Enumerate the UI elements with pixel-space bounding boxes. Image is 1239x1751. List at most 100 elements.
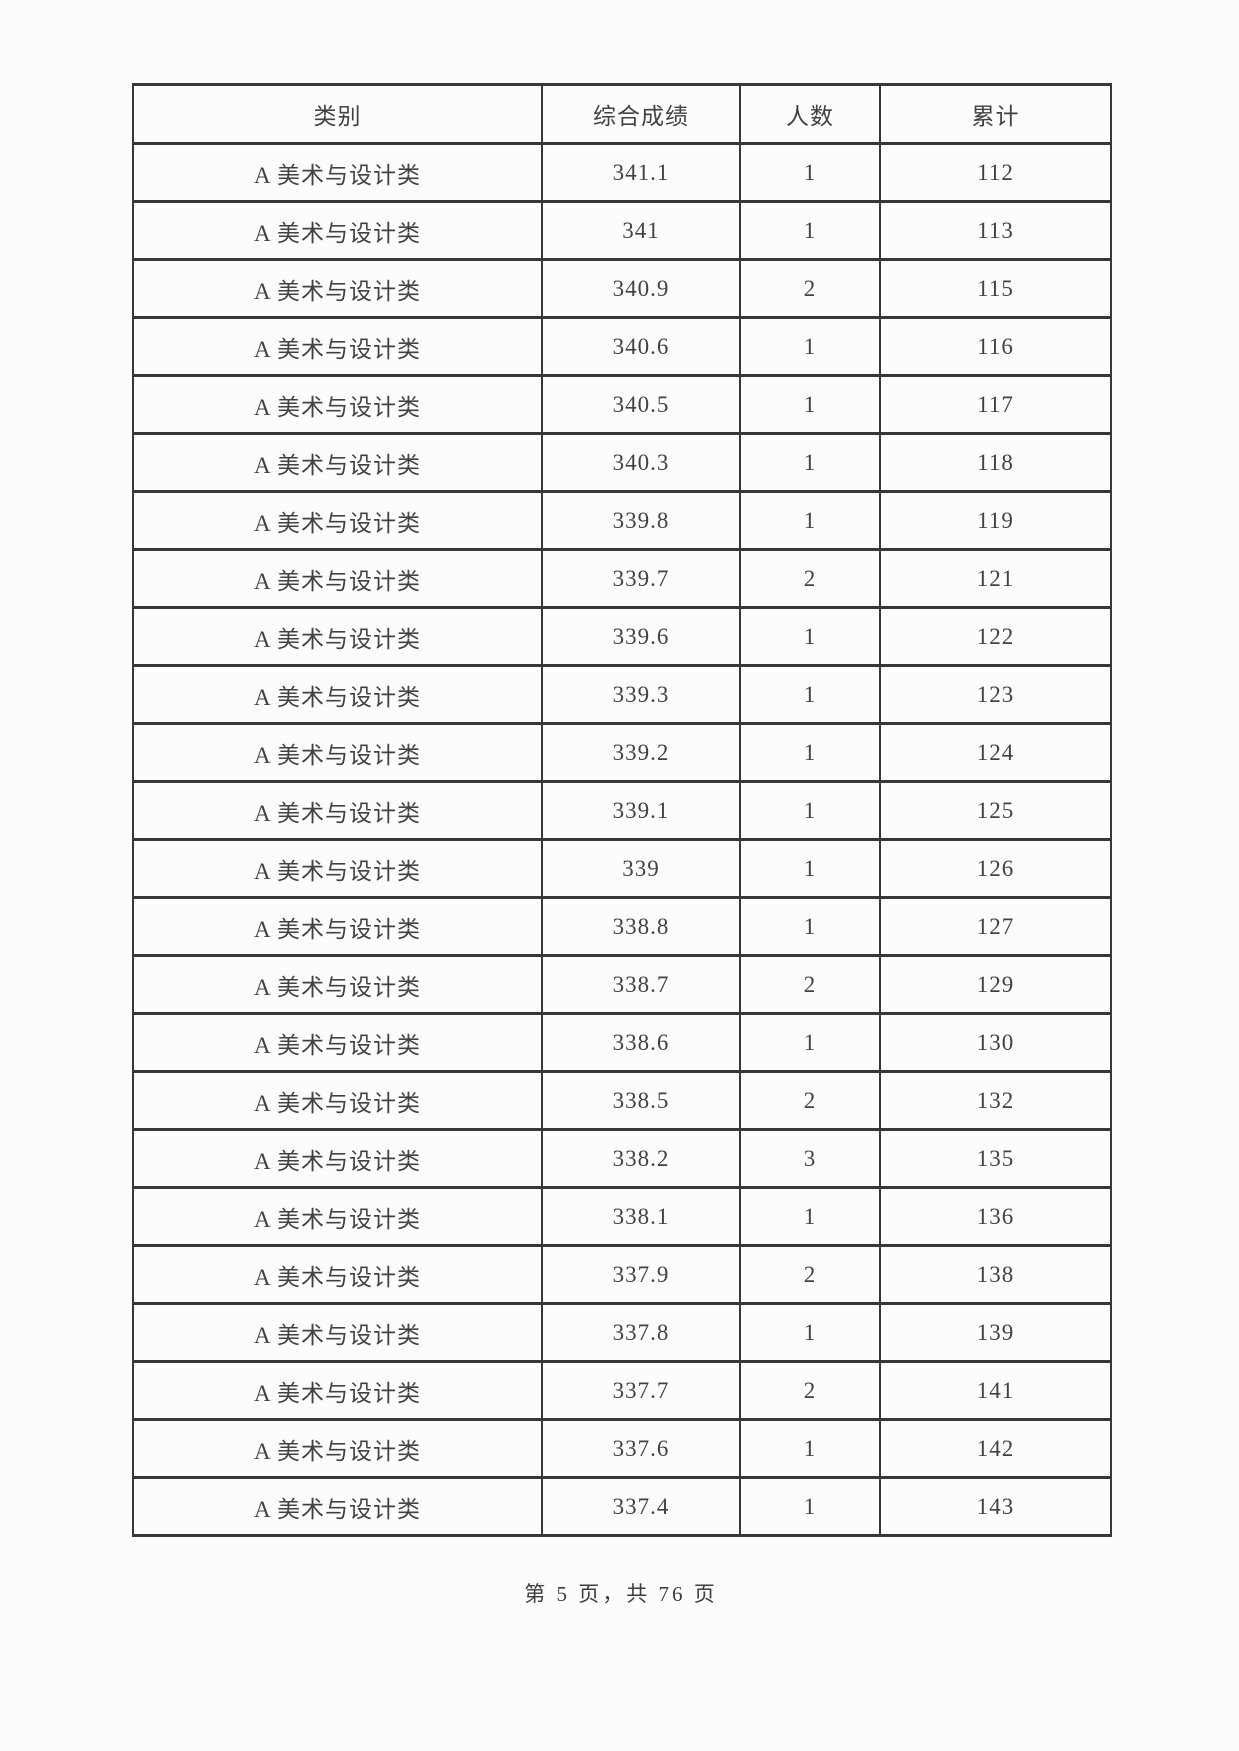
cell-score: 337.6 bbox=[541, 1418, 741, 1479]
cell-count: 1 bbox=[739, 838, 881, 899]
cell-score: 337.7 bbox=[541, 1360, 741, 1421]
cell-category: A 美术与设计类 bbox=[132, 490, 543, 551]
table-row: A 美术与设计类 340.6 1 116 bbox=[132, 316, 1112, 377]
cell-category: A 美术与设计类 bbox=[132, 954, 543, 1015]
cell-cumulative: 130 bbox=[879, 1012, 1112, 1073]
cell-cumulative: 124 bbox=[879, 722, 1112, 783]
cell-score: 339.8 bbox=[541, 490, 741, 551]
cell-category: A 美术与设计类 bbox=[132, 722, 543, 783]
cell-cumulative: 132 bbox=[879, 1070, 1112, 1131]
table-row: A 美术与设计类 341.1 1 112 bbox=[132, 142, 1112, 203]
cell-category: A 美术与设计类 bbox=[132, 432, 543, 493]
cell-category: A 美术与设计类 bbox=[132, 606, 543, 667]
cell-cumulative: 143 bbox=[879, 1476, 1112, 1537]
column-header-cumulative: 累计 bbox=[879, 83, 1112, 145]
column-header-category: 类别 bbox=[132, 83, 543, 145]
cell-cumulative: 115 bbox=[879, 258, 1112, 319]
cell-cumulative: 139 bbox=[879, 1302, 1112, 1363]
table-header-row: 类别 综合成绩 人数 累计 bbox=[132, 83, 1112, 145]
score-distribution-table: 类别 综合成绩 人数 累计 A 美术与设计类 341.1 1 112 A 美术与设计类 3… bbox=[132, 83, 1112, 1537]
cell-score: 337.4 bbox=[541, 1476, 741, 1537]
table-header: 类别 综合成绩 人数 累计 bbox=[132, 83, 1112, 145]
cell-count: 1 bbox=[739, 780, 881, 841]
cell-count: 1 bbox=[739, 142, 881, 203]
cell-category: A 美术与设计类 bbox=[132, 258, 543, 319]
cell-score: 339.7 bbox=[541, 548, 741, 609]
cell-category: A 美术与设计类 bbox=[132, 664, 543, 725]
table-row: A 美术与设计类 341 1 113 bbox=[132, 200, 1112, 261]
page-number-footer: 第 5 页，共 76 页 bbox=[524, 1582, 718, 1606]
cell-cumulative: 113 bbox=[879, 200, 1112, 261]
cell-category: A 美术与设计类 bbox=[132, 1012, 543, 1073]
cell-category: A 美术与设计类 bbox=[132, 374, 543, 435]
table-row: A 美术与设计类 338.2 3 135 bbox=[132, 1128, 1112, 1189]
cell-cumulative: 123 bbox=[879, 664, 1112, 725]
cell-category: A 美术与设计类 bbox=[132, 1244, 543, 1305]
cell-category: A 美术与设计类 bbox=[132, 838, 543, 899]
cell-cumulative: 135 bbox=[879, 1128, 1112, 1189]
cell-score: 339.1 bbox=[541, 780, 741, 841]
table-row: A 美术与设计类 338.7 2 129 bbox=[132, 954, 1112, 1015]
cell-cumulative: 121 bbox=[879, 548, 1112, 609]
cell-category: A 美术与设计类 bbox=[132, 1476, 543, 1537]
cell-category: A 美术与设计类 bbox=[132, 142, 543, 203]
cell-count: 2 bbox=[739, 548, 881, 609]
table-row: A 美术与设计类 339.6 1 122 bbox=[132, 606, 1112, 667]
cell-cumulative: 116 bbox=[879, 316, 1112, 377]
table-row: A 美术与设计类 339.7 2 121 bbox=[132, 548, 1112, 609]
table-row: A 美术与设计类 338.8 1 127 bbox=[132, 896, 1112, 957]
cell-cumulative: 141 bbox=[879, 1360, 1112, 1421]
table-row: A 美术与设计类 339.3 1 123 bbox=[132, 664, 1112, 725]
table-row: A 美术与设计类 337.8 1 139 bbox=[132, 1302, 1112, 1363]
table-row: A 美术与设计类 337.4 1 143 bbox=[132, 1476, 1112, 1537]
cell-cumulative: 129 bbox=[879, 954, 1112, 1015]
cell-count: 1 bbox=[739, 490, 881, 551]
cell-cumulative: 125 bbox=[879, 780, 1112, 841]
table-row: A 美术与设计类 339.8 1 119 bbox=[132, 490, 1112, 551]
cell-category: A 美术与设计类 bbox=[132, 1360, 543, 1421]
cell-category: A 美术与设计类 bbox=[132, 316, 543, 377]
cell-count: 1 bbox=[739, 606, 881, 667]
cell-count: 1 bbox=[739, 1476, 881, 1537]
cell-count: 1 bbox=[739, 664, 881, 725]
cell-category: A 美术与设计类 bbox=[132, 1418, 543, 1479]
table-row: A 美术与设计类 337.9 2 138 bbox=[132, 1244, 1112, 1305]
cell-score: 339.2 bbox=[541, 722, 741, 783]
table-row: A 美术与设计类 339 1 126 bbox=[132, 838, 1112, 899]
cell-count: 2 bbox=[739, 1360, 881, 1421]
cell-category: A 美术与设计类 bbox=[132, 1128, 543, 1189]
cell-cumulative: 126 bbox=[879, 838, 1112, 899]
cell-category: A 美术与设计类 bbox=[132, 1186, 543, 1247]
cell-category: A 美术与设计类 bbox=[132, 780, 543, 841]
cell-count: 1 bbox=[739, 200, 881, 261]
cell-cumulative: 119 bbox=[879, 490, 1112, 551]
cell-score: 337.8 bbox=[541, 1302, 741, 1363]
cell-cumulative: 136 bbox=[879, 1186, 1112, 1247]
table-row: A 美术与设计类 340.9 2 115 bbox=[132, 258, 1112, 319]
column-header-score: 综合成绩 bbox=[541, 83, 741, 145]
cell-score: 340.3 bbox=[541, 432, 741, 493]
cell-category: A 美术与设计类 bbox=[132, 548, 543, 609]
cell-score: 337.9 bbox=[541, 1244, 741, 1305]
cell-count: 1 bbox=[739, 432, 881, 493]
table-row: A 美术与设计类 339.2 1 124 bbox=[132, 722, 1112, 783]
cell-score: 338.8 bbox=[541, 896, 741, 957]
table-row: A 美术与设计类 338.5 2 132 bbox=[132, 1070, 1112, 1131]
cell-category: A 美术与设计类 bbox=[132, 1302, 543, 1363]
cell-score: 340.9 bbox=[541, 258, 741, 319]
table-body: A 美术与设计类 341.1 1 112 A 美术与设计类 341 1 113 A 美术与设计类… bbox=[132, 142, 1112, 1537]
cell-cumulative: 117 bbox=[879, 374, 1112, 435]
table-row: A 美术与设计类 337.6 1 142 bbox=[132, 1418, 1112, 1479]
cell-count: 1 bbox=[739, 316, 881, 377]
cell-score: 341 bbox=[541, 200, 741, 261]
cell-score: 338.7 bbox=[541, 954, 741, 1015]
cell-count: 2 bbox=[739, 1244, 881, 1305]
cell-cumulative: 112 bbox=[879, 142, 1112, 203]
cell-count: 1 bbox=[739, 896, 881, 957]
cell-count: 2 bbox=[739, 1070, 881, 1131]
cell-score: 341.1 bbox=[541, 142, 741, 203]
cell-count: 1 bbox=[739, 374, 881, 435]
cell-count: 1 bbox=[739, 722, 881, 783]
cell-count: 1 bbox=[739, 1012, 881, 1073]
cell-count: 1 bbox=[739, 1302, 881, 1363]
